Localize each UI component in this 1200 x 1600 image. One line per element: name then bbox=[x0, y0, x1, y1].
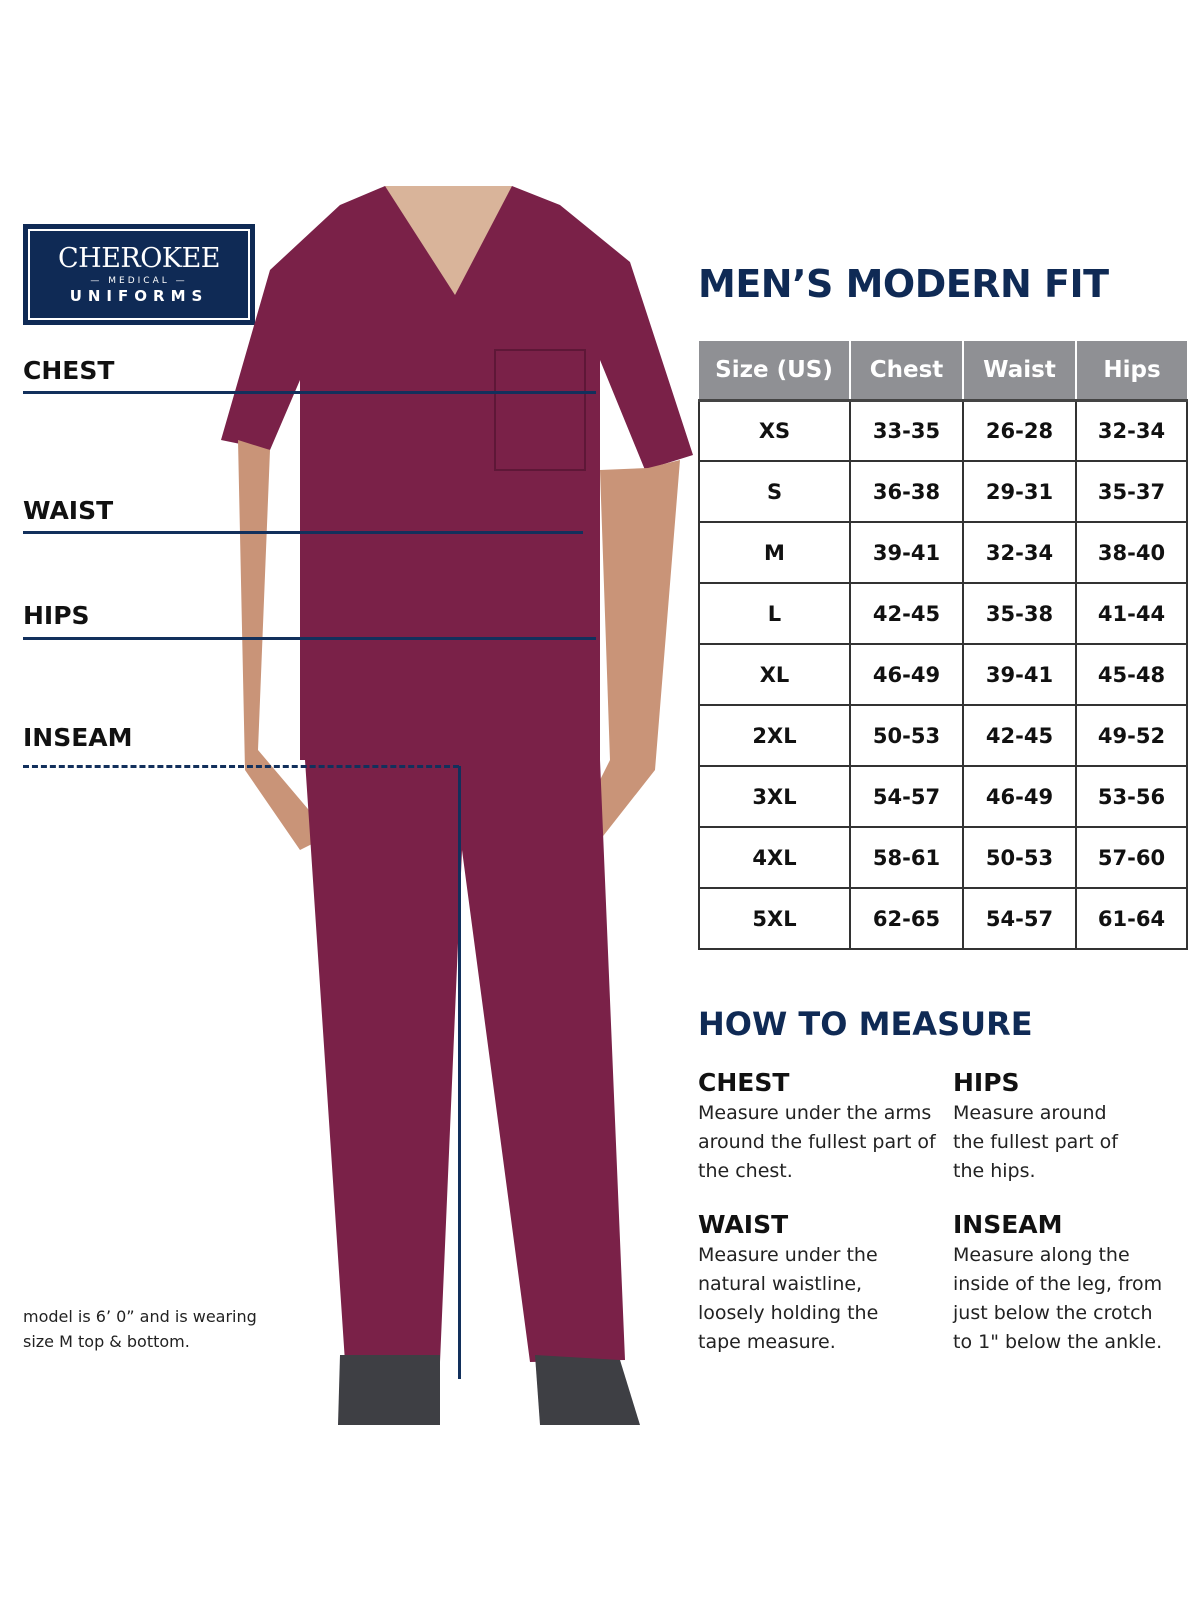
table-cell: 2XL bbox=[698, 704, 851, 767]
table-cell: 61-64 bbox=[1075, 887, 1188, 950]
table-cell: 49-52 bbox=[1075, 704, 1188, 767]
table-cell: 29-31 bbox=[962, 460, 1077, 523]
table-cell: 50-53 bbox=[962, 826, 1077, 889]
table-cell: 42-45 bbox=[849, 582, 964, 645]
table-row: 5XL 62-65 54-57 61-64 bbox=[698, 887, 1188, 950]
logo-line2: UNIFORMS bbox=[69, 287, 209, 305]
cherokee-logo: CHEROKEE — MEDICAL — UNIFORMS bbox=[23, 224, 255, 325]
header-chest: Chest bbox=[849, 341, 963, 402]
section-title: CHEST bbox=[698, 1068, 790, 1097]
scrub-pants bbox=[305, 760, 625, 1362]
table-row: 2XL 50-53 42-45 49-52 bbox=[698, 704, 1188, 767]
table-cell: 35-38 bbox=[962, 582, 1077, 645]
table-cell: S bbox=[698, 460, 851, 523]
table-cell: L bbox=[698, 582, 851, 645]
how-chest: CHEST Measure under the arms around the f… bbox=[698, 1068, 938, 1186]
table-cell: XS bbox=[698, 399, 851, 462]
table-cell: 45-48 bbox=[1075, 643, 1188, 706]
section-title: WAIST bbox=[698, 1210, 789, 1239]
table-row: M 39-41 32-34 38-40 bbox=[698, 521, 1188, 584]
section-text: Measure along the inside of the leg, fro… bbox=[953, 1244, 1163, 1353]
table-cell: 41-44 bbox=[1075, 582, 1188, 645]
section-text: Measure under the natural waistline, loo… bbox=[698, 1244, 879, 1353]
table-cell: 4XL bbox=[698, 826, 851, 889]
logo-sub: — MEDICAL — bbox=[90, 276, 188, 286]
how-inseam: INSEAM Measure along the inside of the le… bbox=[953, 1210, 1193, 1357]
v-neck bbox=[385, 186, 512, 295]
table-cell: 46-49 bbox=[962, 765, 1077, 828]
table-cell: 33-35 bbox=[849, 399, 964, 462]
left-arm bbox=[238, 440, 330, 850]
header-size: Size (US) bbox=[699, 341, 850, 402]
header-hips: Hips bbox=[1075, 341, 1187, 402]
table-row: S 36-38 29-31 35-37 bbox=[698, 460, 1188, 523]
table-cell: 39-41 bbox=[962, 643, 1077, 706]
table-cell: 58-61 bbox=[849, 826, 964, 889]
table-cell: 50-53 bbox=[849, 704, 964, 767]
table-row: 3XL 54-57 46-49 53-56 bbox=[698, 765, 1188, 828]
inseam-dashed-line bbox=[23, 765, 459, 768]
hips-line bbox=[23, 637, 596, 640]
table-row: L 42-45 35-38 41-44 bbox=[698, 582, 1188, 645]
table-row: XS 33-35 26-28 32-34 bbox=[698, 399, 1188, 462]
right-shoe bbox=[535, 1355, 640, 1425]
hips-label: HIPS bbox=[23, 601, 90, 630]
size-table: Size (US) Chest Waist Hips XS 33-35 26-28 3… bbox=[698, 341, 1188, 950]
right-arm bbox=[575, 460, 680, 840]
table-cell: 3XL bbox=[698, 765, 851, 828]
table-row: 4XL 58-61 50-53 57-60 bbox=[698, 826, 1188, 889]
table-cell: 32-34 bbox=[962, 521, 1077, 584]
table-cell: XL bbox=[698, 643, 851, 706]
table-cell: 38-40 bbox=[1075, 521, 1188, 584]
scrub-top bbox=[221, 186, 693, 760]
table-cell: 5XL bbox=[698, 887, 851, 950]
table-cell: 42-45 bbox=[962, 704, 1077, 767]
section-title: INSEAM bbox=[953, 1210, 1063, 1239]
left-shoe bbox=[338, 1355, 440, 1425]
table-cell: 39-41 bbox=[849, 521, 964, 584]
section-text: Measure under the arms around the fulles… bbox=[698, 1102, 936, 1182]
table-cell: 54-57 bbox=[962, 887, 1077, 950]
table-row: XL 46-49 39-41 45-48 bbox=[698, 643, 1188, 706]
inseam-vertical-line bbox=[458, 766, 461, 1379]
pocket bbox=[494, 349, 586, 471]
table-cell: 32-34 bbox=[1075, 399, 1188, 462]
how-waist: WAIST Measure under the natural waistline… bbox=[698, 1210, 938, 1357]
inseam-label: INSEAM bbox=[23, 723, 133, 752]
table-cell: 57-60 bbox=[1075, 826, 1188, 889]
header-waist: Waist bbox=[962, 341, 1076, 402]
chest-line bbox=[23, 391, 596, 394]
section-title: HIPS bbox=[953, 1068, 1020, 1097]
how-to-measure-title: HOW TO MEASURE bbox=[698, 1005, 1033, 1043]
table-cell: 46-49 bbox=[849, 643, 964, 706]
table-cell: 36-38 bbox=[849, 460, 964, 523]
waist-label: WAIST bbox=[23, 496, 114, 525]
page-title: MEN’S MODERN FIT bbox=[698, 262, 1109, 306]
table-cell: M bbox=[698, 521, 851, 584]
table-cell: 26-28 bbox=[962, 399, 1077, 462]
table-cell: 54-57 bbox=[849, 765, 964, 828]
model-figure bbox=[221, 186, 693, 1425]
table-cell: 35-37 bbox=[1075, 460, 1188, 523]
table-cell: 62-65 bbox=[849, 887, 964, 950]
model-note: model is 6’ 0” and is wearing size M top… bbox=[23, 1307, 257, 1351]
section-text: Measure around the fullest part of the h… bbox=[953, 1102, 1118, 1182]
table-cell: 53-56 bbox=[1075, 765, 1188, 828]
chest-label: CHEST bbox=[23, 356, 115, 385]
waist-line bbox=[23, 531, 583, 534]
how-hips: HIPS Measure around the fullest part of t… bbox=[953, 1068, 1193, 1186]
logo-brand: CHEROKEE bbox=[58, 243, 220, 274]
